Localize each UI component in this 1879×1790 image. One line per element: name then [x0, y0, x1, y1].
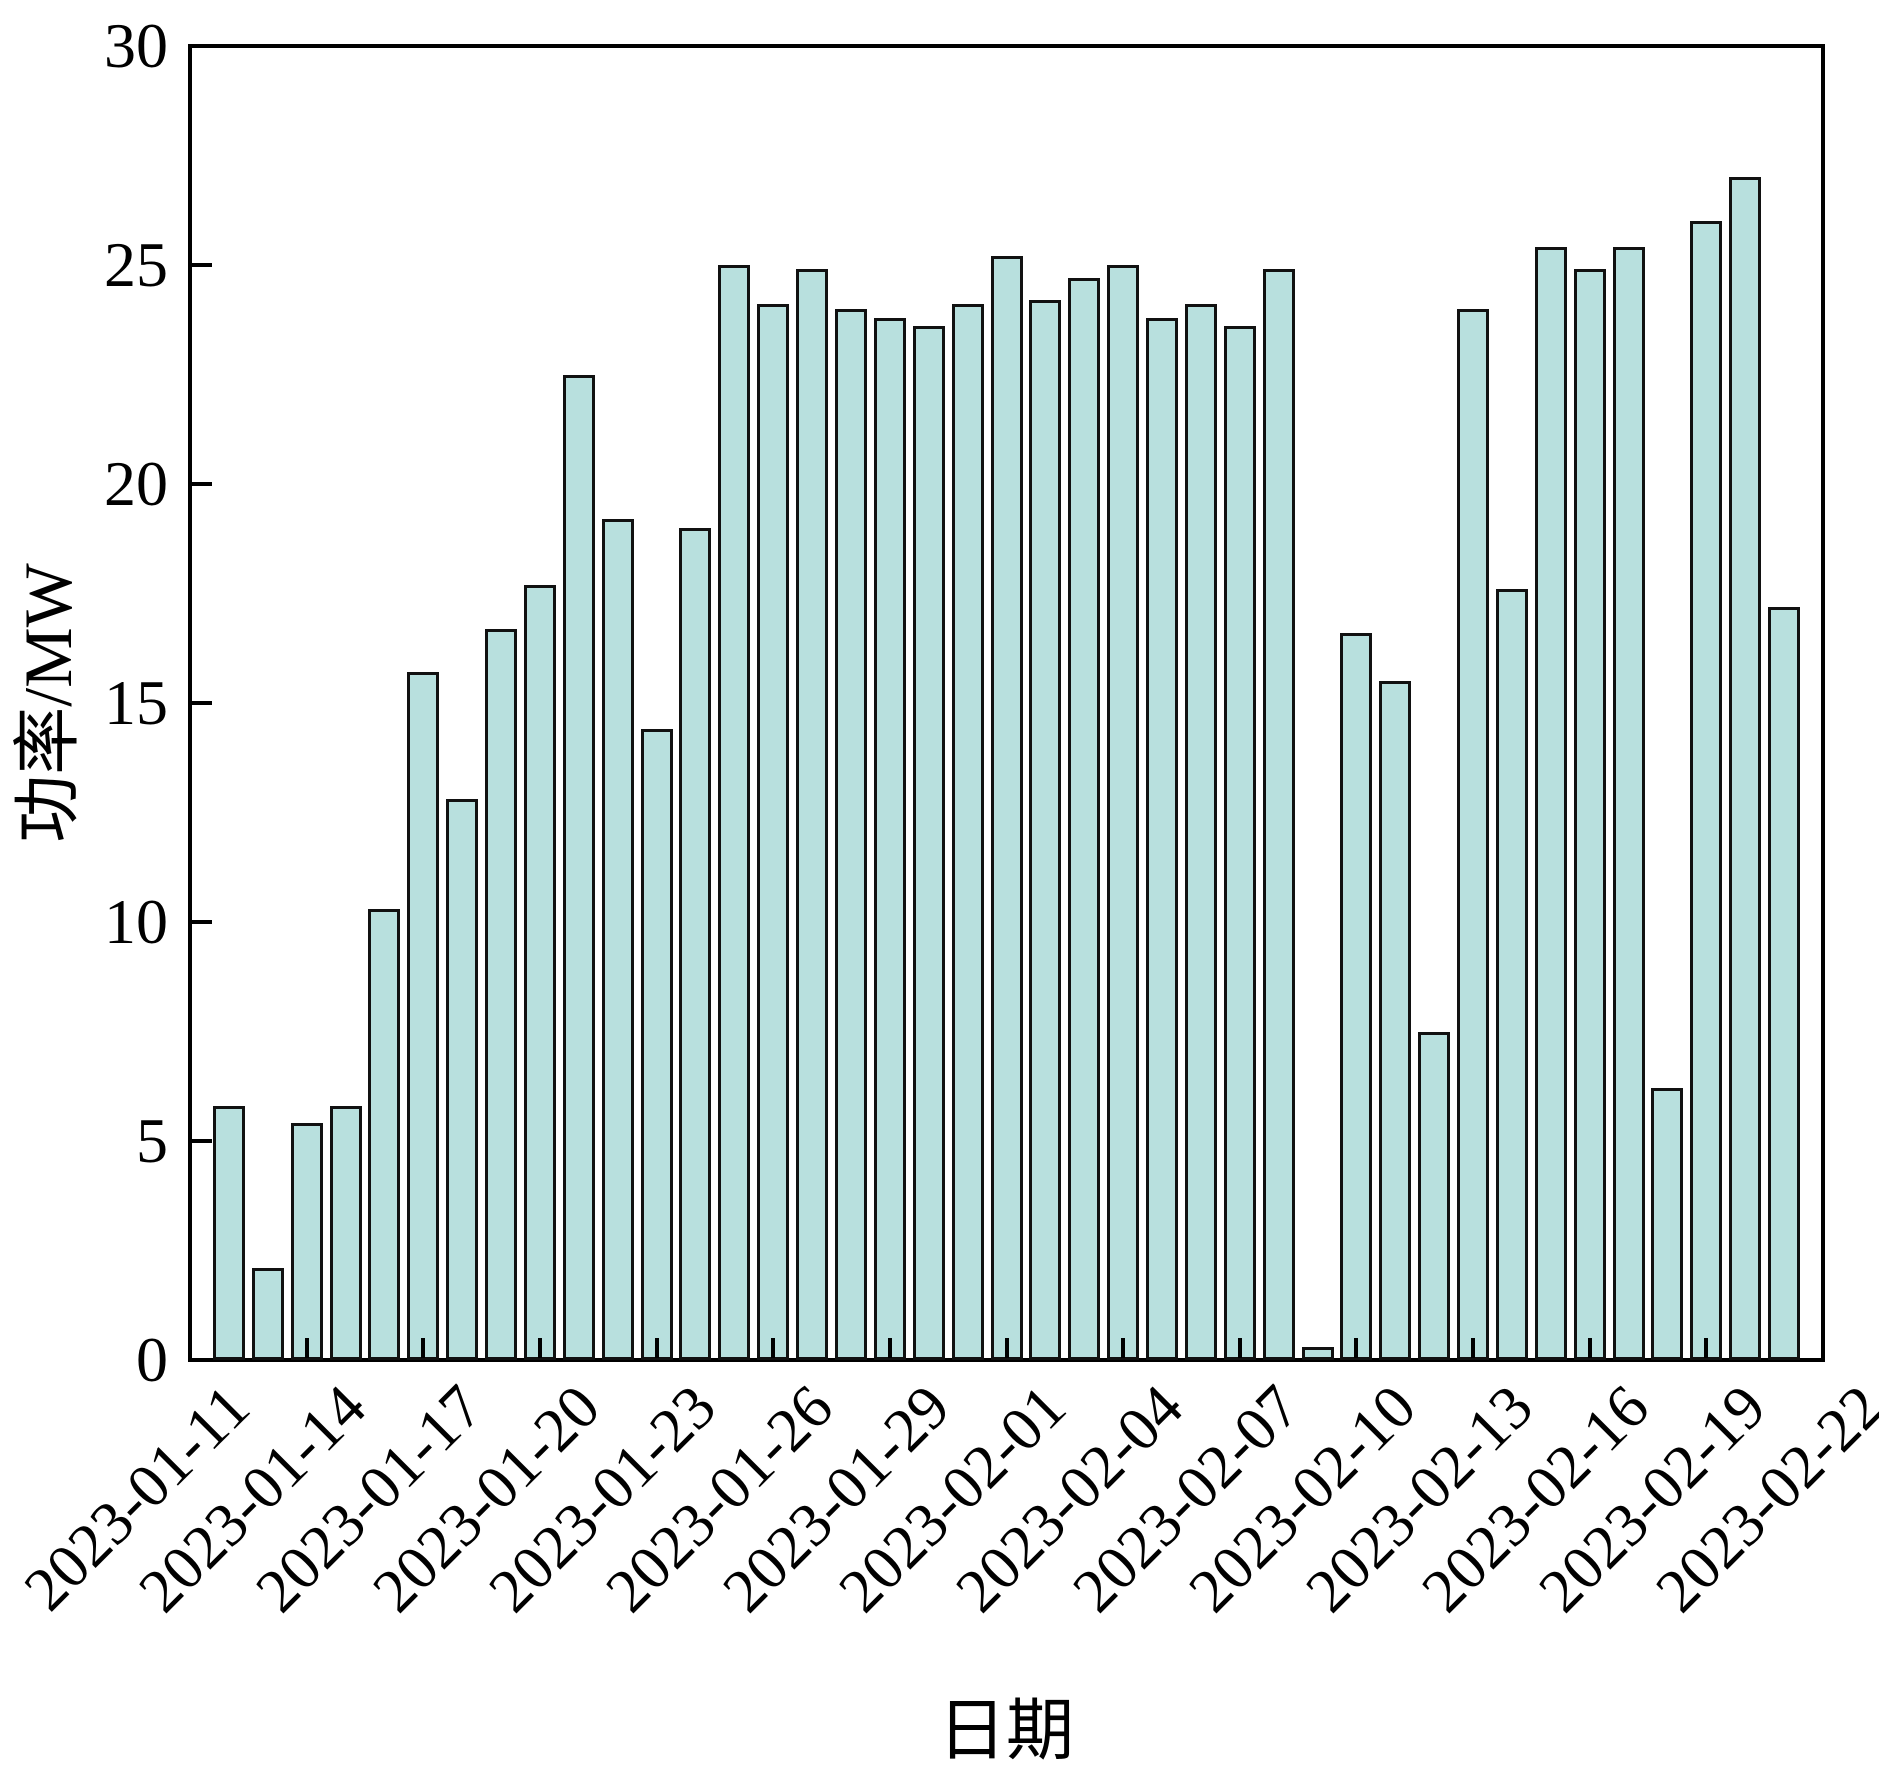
bar-2023-01-29 — [873, 317, 906, 1360]
y-tick-label-30: 30 — [104, 10, 168, 81]
bar-2023-02-06 — [1184, 304, 1217, 1360]
bar-2023-01-25 — [718, 265, 751, 1360]
x-tick-2023-02-22 — [1821, 1338, 1825, 1358]
bar-2023-02-16 — [1573, 269, 1606, 1360]
y-tick-5 — [192, 1139, 212, 1143]
y-tick-label-0: 0 — [136, 1324, 168, 1395]
x-tick-2023-01-23 — [654, 1338, 659, 1358]
bar-2023-01-31 — [951, 304, 984, 1360]
bar-2023-02-02 — [1029, 300, 1062, 1360]
bar-2023-02-15 — [1534, 247, 1567, 1360]
bar-2023-02-04 — [1107, 265, 1140, 1360]
bar-2023-02-10 — [1340, 632, 1373, 1360]
x-tick-2023-01-14 — [304, 1338, 309, 1358]
bar-2023-01-20 — [523, 584, 556, 1360]
x-tick-2023-02-19 — [1704, 1338, 1709, 1358]
y-tick-label-15: 15 — [104, 667, 168, 738]
bar-2023-01-13 — [251, 1268, 284, 1360]
bar-2023-01-14 — [290, 1123, 323, 1360]
bar-2023-02-08 — [1262, 269, 1295, 1360]
bar-2023-02-01 — [990, 256, 1023, 1360]
y-tick-25 — [192, 263, 212, 267]
x-tick-2023-01-20 — [537, 1338, 542, 1358]
y-tick-15 — [192, 701, 212, 705]
bar-2023-02-11 — [1379, 681, 1412, 1360]
x-axis-title: 日期 — [937, 1693, 1074, 1769]
bar-2023-02-13 — [1457, 308, 1490, 1360]
bar-2023-02-20 — [1729, 177, 1762, 1360]
x-tick-2023-02-01 — [1004, 1338, 1009, 1358]
bar-2023-01-21 — [562, 374, 595, 1360]
bar-2023-02-21 — [1768, 606, 1801, 1360]
y-tick-label-20: 20 — [104, 448, 168, 519]
y-axis-title: 功率/MW — [10, 563, 86, 843]
x-tick-2023-01-26 — [771, 1338, 776, 1358]
bar-2023-01-26 — [757, 304, 790, 1360]
bar-2023-01-27 — [796, 269, 829, 1360]
bar-2023-01-17 — [407, 672, 440, 1360]
x-tick-2023-02-13 — [1471, 1338, 1476, 1358]
bar-2023-02-18 — [1651, 1088, 1684, 1360]
x-tick-2023-02-16 — [1587, 1338, 1592, 1358]
bar-2023-01-15 — [329, 1105, 362, 1360]
bar-2023-02-17 — [1612, 247, 1645, 1360]
bar-2023-02-12 — [1418, 1031, 1451, 1360]
y-tick-10 — [192, 920, 212, 924]
bar-2023-01-30 — [912, 326, 945, 1360]
bar-2023-01-22 — [601, 519, 634, 1360]
bar-2023-01-18 — [446, 799, 479, 1360]
bar-2023-02-07 — [1223, 326, 1256, 1360]
bar-2023-02-05 — [1146, 317, 1179, 1360]
y-tick-20 — [192, 482, 212, 486]
x-tick-2023-02-07 — [1237, 1338, 1242, 1358]
x-tick-2023-01-17 — [421, 1338, 426, 1358]
bar-2023-02-19 — [1690, 221, 1723, 1360]
y-tick-label-5: 5 — [136, 1105, 168, 1176]
y-tick-label-25: 25 — [104, 229, 168, 300]
x-tick-2023-01-11 — [188, 1338, 192, 1358]
bar-2023-01-28 — [834, 308, 867, 1360]
bar-2023-01-12 — [212, 1105, 245, 1360]
y-tick-label-10: 10 — [104, 886, 168, 957]
bar-2023-02-03 — [1068, 278, 1101, 1360]
bar-2023-01-16 — [368, 908, 401, 1360]
x-tick-2023-02-10 — [1354, 1338, 1359, 1358]
bar-2023-02-09 — [1301, 1346, 1334, 1360]
x-tick-2023-02-04 — [1121, 1338, 1126, 1358]
bar-2023-01-19 — [485, 628, 518, 1360]
bar-2023-01-23 — [640, 729, 673, 1360]
bar-2023-02-14 — [1495, 589, 1528, 1360]
bar-2023-01-24 — [679, 527, 712, 1360]
x-tick-2023-01-29 — [887, 1338, 892, 1358]
